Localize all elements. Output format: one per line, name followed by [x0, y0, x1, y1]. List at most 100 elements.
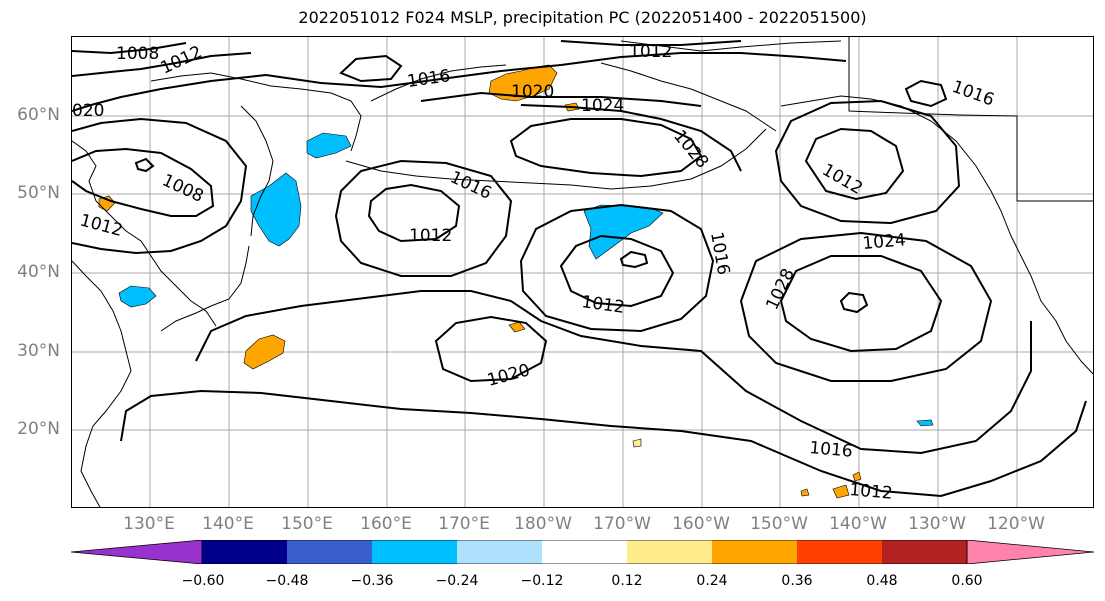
isobar-1020-bering [420, 91, 702, 107]
precipitation-shading [98, 64, 934, 499]
lon-label-130w: 130°W [908, 514, 966, 534]
isobar-label: 1012 [409, 226, 452, 246]
colorbar-bin [542, 540, 627, 564]
colorbar-extend-min [70, 539, 203, 565]
isobars [72, 40, 1087, 498]
isobar-1012-subtropical [120, 389, 1087, 498]
graticule [72, 37, 1093, 507]
colorbar-tick: −0.48 [265, 573, 309, 589]
lat-label-40n: 40°N [17, 262, 60, 282]
precip-negative-japan [118, 285, 157, 308]
map-canvas: 1008 1012 020 1016 1012 1020 1024 1028 1… [72, 37, 1093, 507]
isobar-1012-siberia [72, 117, 248, 255]
colorbar-tick: 0.48 [866, 573, 898, 589]
isobar-label: 1020 [511, 82, 554, 102]
lon-label-170w: 170°W [593, 514, 651, 534]
precip-negative-okhotsk [306, 132, 352, 159]
isobar-label: 1012 [580, 292, 626, 318]
coast-japan [160, 245, 250, 332]
lon-label-150w: 150°W [750, 514, 808, 534]
colorbar-bin [202, 540, 287, 564]
isobar-label: 1016 [809, 438, 854, 462]
precip-positive-small-3 [852, 471, 862, 482]
colorbar-bin [372, 540, 457, 564]
isobar-label: 020 [72, 101, 104, 121]
isobar-1020-south [434, 315, 548, 383]
isobar-1028-high [509, 118, 703, 178]
isobar-label: 1016 [706, 230, 733, 276]
coast-chukotka [370, 64, 507, 102]
precip-positive-small-2 [832, 484, 850, 499]
colorbar-bin [882, 540, 967, 564]
isobar-1024-high-east [739, 231, 993, 382]
isobar-ring-siberia [134, 157, 155, 173]
isobar-1016-north [265, 52, 847, 89]
colorbar-tick: 0.36 [781, 573, 813, 589]
precip-positive-small-1 [508, 321, 526, 333]
lat-label-60n: 60°N [17, 105, 60, 125]
lon-label-120w: 120°W [987, 514, 1045, 534]
precip-positive-siberia [98, 195, 116, 212]
colorbar-tick: −0.36 [350, 573, 394, 589]
isobar-ring-low-east [839, 291, 869, 314]
isobar-1020-nw [72, 74, 267, 112]
precip-negative-kamchatka [250, 172, 302, 247]
isobar-1012-nw [72, 52, 252, 77]
colorbar-extend-max [966, 539, 1095, 565]
precip-positive-small-6 [800, 488, 810, 497]
isobar-1008-siberia [72, 147, 215, 217]
coast-asia-mainland [72, 260, 132, 507]
colorbar-bin [287, 540, 372, 564]
isobar-label: 1012 [78, 211, 125, 242]
colorbar-tick: −0.12 [520, 573, 564, 589]
lon-label-160e: 160°E [360, 514, 412, 534]
precip-negative-east [916, 419, 934, 427]
isobar-label: 1016 [949, 77, 996, 111]
isobar-1024-bering [520, 104, 742, 172]
isobar-label: 1016 [406, 66, 452, 92]
lon-label-170e: 170°E [438, 514, 490, 534]
lon-label-140w: 140°W [829, 514, 887, 534]
colorbar-graphic [70, 539, 1095, 565]
isobar-label: 1024 [581, 96, 624, 116]
lon-label-160w: 160°W [672, 514, 730, 534]
lat-label-30n: 30°N [17, 341, 60, 361]
isobar-1028-high-east [779, 255, 943, 353]
isobar-1012-low-central [559, 234, 675, 308]
isobar-label: 1024 [862, 230, 907, 254]
colorbar-tick: 0.24 [696, 573, 728, 589]
isobar-label: 1016 [447, 167, 495, 203]
colorbar-tick: 0.12 [611, 573, 643, 589]
lon-label-140e: 140°E [202, 514, 254, 534]
colorbar-tick: −0.60 [181, 573, 225, 589]
colorbar-bin [797, 540, 882, 564]
isobar-1012-low-east [804, 127, 905, 201]
isobar-1016-low-east [774, 99, 961, 225]
coast-kamchatka [240, 105, 274, 237]
map-title: 2022051012 F024 MSLP, precipitation PC (… [298, 8, 867, 27]
isobar-label: 1012 [629, 42, 672, 62]
colorbar-bin [457, 540, 542, 564]
lat-label-50n: 50°N [17, 183, 60, 203]
isobar-ring-central [619, 250, 649, 269]
lon-label-150e: 150°E [281, 514, 333, 534]
isobar-label: 1020 [485, 360, 532, 391]
coast-alaska-west [600, 62, 777, 132]
isobar-label: 1008 [116, 44, 159, 64]
isobar-ring-small [339, 54, 403, 83]
coast-okhotsk-north [150, 72, 362, 152]
coast-aleutians [345, 128, 767, 190]
colorbar [70, 539, 1095, 565]
isobar-1012-top [560, 40, 742, 46]
isobar-ring-east [904, 79, 948, 108]
isobar-1016-low-central [519, 203, 715, 333]
isobar-1012-low-west [367, 183, 461, 243]
coast-north-america [1000, 210, 1093, 375]
lon-label-180w: 180°W [514, 514, 572, 534]
coast-canada-border [848, 37, 1093, 202]
colorbar-bin [627, 540, 712, 564]
isobar-label: 1012 [849, 480, 894, 504]
precip-positive-subtropical-west [243, 334, 286, 370]
isobar-1016-subtropical [195, 290, 1032, 455]
isobar-1016-low-west [334, 159, 513, 277]
